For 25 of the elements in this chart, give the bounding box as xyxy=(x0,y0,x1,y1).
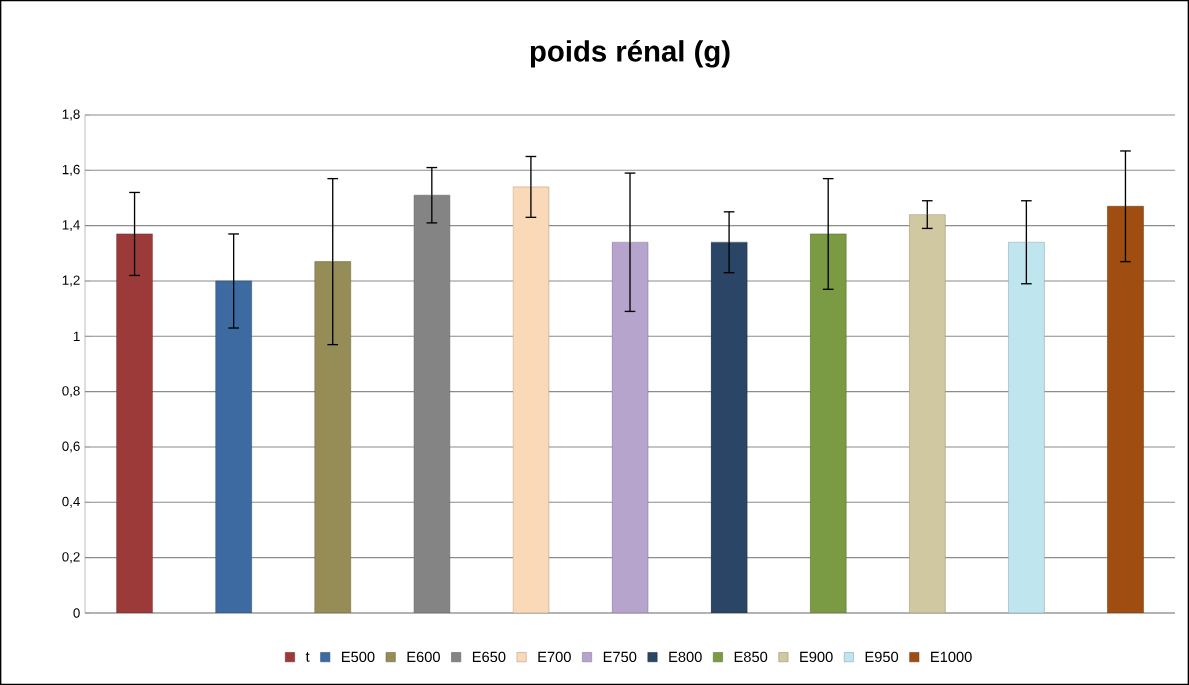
bar xyxy=(909,214,946,613)
y-tick-label: 0 xyxy=(73,608,80,618)
legend-label: E650 xyxy=(472,651,506,663)
legend-label: E800 xyxy=(669,651,702,663)
legend-label: E850 xyxy=(734,651,768,663)
legend-label: E600 xyxy=(407,651,440,663)
y-tick-label: 1,2 xyxy=(62,275,80,287)
legend-label: E1000 xyxy=(931,651,972,663)
legend-label: E500 xyxy=(342,651,375,663)
y-tick-label: 0,2 xyxy=(62,552,80,564)
y-tick-label: 0,6 xyxy=(62,441,80,453)
y-tick-label: 1,6 xyxy=(62,164,80,176)
y-tick-label: 0,8 xyxy=(62,386,80,398)
y-tick-label: 1,8 xyxy=(62,109,80,121)
y-tick-label: 1,4 xyxy=(62,220,80,232)
legend-label: E750 xyxy=(603,651,637,663)
bar xyxy=(809,233,847,613)
legend-label: E950 xyxy=(865,651,899,663)
y-tick-label: 1 xyxy=(73,331,80,341)
legend-label: E700 xyxy=(538,651,571,663)
chart-title: poids rénal (g) xyxy=(530,39,730,68)
legend-label: t xyxy=(305,652,310,662)
y-tick-label: 0,4 xyxy=(62,496,80,508)
legend-label: E900 xyxy=(800,651,833,663)
bar xyxy=(512,186,550,613)
